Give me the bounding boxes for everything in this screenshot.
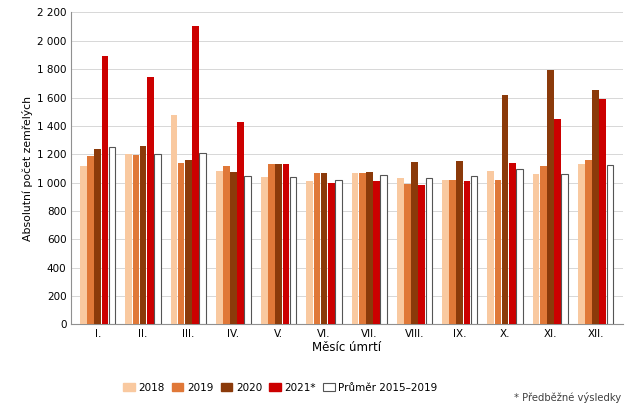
Bar [419,185,425,324]
Bar [547,70,553,324]
Bar [290,177,297,324]
Bar [464,181,471,324]
Bar [359,173,365,324]
Bar [230,172,237,324]
Bar [87,156,94,324]
Legend: 2018, 2019, 2020, 2021*, Průměr 2015–2019: 2018, 2019, 2020, 2021*, Průměr 2015–201… [123,383,438,393]
Bar [516,169,523,324]
Bar [282,164,290,324]
Bar [585,160,592,324]
Bar [223,166,230,324]
Bar [456,161,463,324]
Bar [147,77,153,324]
Bar [335,180,342,324]
Bar [154,154,160,324]
Bar [268,164,275,324]
Bar [600,99,606,324]
Bar [554,119,561,324]
Bar [132,155,139,324]
Y-axis label: Absolutní počet zemřelých: Absolutní počet zemřelých [22,96,33,241]
Bar [397,178,404,324]
Bar [449,180,456,324]
Bar [487,171,494,324]
Bar [366,172,372,324]
Bar [238,122,244,324]
Bar [578,164,585,324]
Bar [404,184,411,324]
Bar [442,180,449,324]
Bar [216,171,223,324]
Bar [94,149,101,324]
Bar [494,180,501,324]
Bar [380,175,387,324]
Bar [509,163,516,324]
Bar [101,56,108,324]
Bar [108,147,116,324]
Bar [607,165,613,324]
X-axis label: Měsíc úmrtí: Měsíc úmrtí [312,342,381,354]
Bar [125,154,132,324]
Bar [352,173,358,324]
Bar [306,181,313,324]
Bar [185,160,191,324]
Bar [540,166,546,324]
Text: * Předběžné výsledky: * Předběžné výsledky [514,392,621,403]
Bar [471,176,478,324]
Bar [261,177,268,324]
Bar [426,178,432,324]
Bar [178,163,184,324]
Bar [245,176,251,324]
Bar [140,146,146,324]
Bar [80,166,87,324]
Bar [275,164,282,324]
Bar [321,173,327,324]
Bar [412,162,418,324]
Bar [313,173,320,324]
Bar [192,26,199,324]
Bar [328,183,334,324]
Bar [592,90,599,324]
Bar [199,153,206,324]
Bar [373,181,380,324]
Bar [171,114,177,324]
Bar [502,95,508,324]
Bar [533,174,539,324]
Bar [561,174,568,324]
